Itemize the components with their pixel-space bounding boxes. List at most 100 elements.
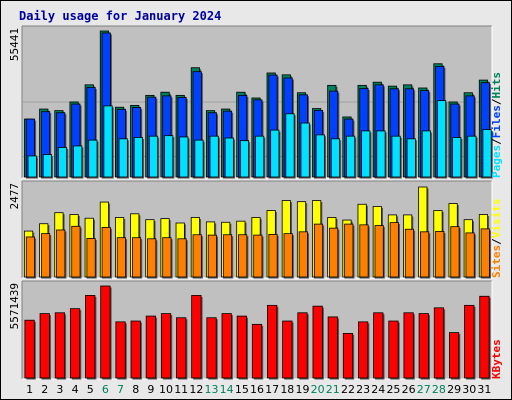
- bar-pages-day-9: [148, 135, 159, 178]
- bar-kbytes-day-16: [251, 323, 263, 379]
- bar-kbytes-day-31: [479, 295, 490, 379]
- bar-pages-day-21: [330, 138, 341, 178]
- bar-kbytes-day-5: [85, 295, 96, 379]
- bar-kbytes-day-17: [267, 304, 278, 379]
- x-tick-label-day-12: 12: [189, 383, 203, 396]
- bar-sites-day-22: [344, 223, 354, 278]
- bar-pages-day-19: [300, 122, 310, 178]
- bar-pages-day-17: [270, 129, 280, 178]
- bar-kbytes-day-28: [433, 307, 445, 379]
- x-tick-label-day-27: 27: [417, 383, 431, 396]
- y-max-label-hits-files-pages: 55441: [8, 28, 21, 61]
- bar-sites-day-20: [313, 223, 324, 278]
- bar-sites-day-4: [71, 225, 81, 278]
- bar-kbytes-day-3: [54, 312, 66, 379]
- bar-sites-day-24: [374, 225, 384, 278]
- x-tick-label-day-19: 19: [295, 383, 309, 396]
- x-tick-label-day-2: 2: [41, 383, 48, 396]
- bar-pages-day-25: [391, 135, 401, 178]
- bar-sites-day-21: [329, 227, 339, 278]
- bar-kbytes-day-14: [221, 313, 232, 379]
- bar-sites-day-9: [147, 238, 157, 278]
- legend-item-pages: Pages: [490, 145, 503, 178]
- bar-sites-day-29: [450, 226, 460, 278]
- bar-kbytes-day-4: [69, 308, 81, 379]
- bar-kbytes-day-24: [373, 312, 384, 379]
- bar-sites-day-19: [298, 231, 308, 278]
- legend-item-sites: Sites: [490, 245, 503, 278]
- bar-kbytes-day-7: [115, 321, 126, 379]
- bar-sites-day-13: [207, 234, 217, 278]
- x-tick-label-day-13: 13: [205, 383, 219, 396]
- bar-pages-day-2: [42, 154, 52, 178]
- bar-sites-day-15: [238, 234, 248, 278]
- bar-pages-day-28: [437, 100, 447, 178]
- bar-kbytes-day-30: [464, 304, 475, 379]
- bar-pages-day-5: [88, 139, 98, 178]
- x-tick-label-day-1: 1: [26, 383, 33, 396]
- bar-sites-day-23: [359, 224, 369, 278]
- bar-sites-day-3: [56, 229, 66, 278]
- x-tick-label-day-8: 8: [132, 383, 139, 396]
- bar-kbytes-day-13: [206, 317, 217, 379]
- bar-sites-day-27: [420, 231, 430, 278]
- bar-pages-day-24: [376, 130, 386, 178]
- x-tick-label-day-30: 30: [462, 383, 476, 396]
- bar-pages-day-27: [421, 130, 431, 178]
- x-tick-label-day-24: 24: [371, 383, 385, 396]
- bar-kbytes-day-23: [358, 321, 369, 379]
- legend-item-files: Files: [490, 105, 503, 138]
- x-tick-label-day-28: 28: [432, 383, 446, 396]
- bar-pages-day-8: [133, 137, 143, 178]
- bar-kbytes-day-21: [327, 316, 338, 379]
- x-tick-label-day-5: 5: [87, 383, 94, 396]
- legend-item-hits: Hits: [490, 72, 503, 99]
- legend-item-kbytes: KBytes: [490, 339, 503, 379]
- x-tick-label-day-10: 10: [159, 383, 173, 396]
- x-tick-label-day-29: 29: [447, 383, 461, 396]
- legend-item-slash-1: /: [490, 238, 503, 245]
- bar-pages-day-12: [194, 139, 204, 178]
- x-tick-label-day-6: 6: [102, 383, 109, 396]
- x-tick-label-day-11: 11: [174, 383, 188, 396]
- x-tick-label-day-22: 22: [341, 383, 355, 396]
- bar-kbytes-day-11: [176, 317, 187, 379]
- chart-title: Daily usage for January 2024: [19, 9, 221, 23]
- bar-kbytes-day-10: [160, 313, 172, 379]
- bar-sites-day-25: [389, 222, 399, 278]
- bar-sites-day-28: [435, 231, 445, 278]
- x-tick-label-day-14: 14: [220, 383, 234, 396]
- x-tick-label-day-23: 23: [356, 383, 370, 396]
- legend-hits-files-pages: Pages/Files/Hits: [490, 72, 503, 178]
- x-tick-label-day-7: 7: [117, 383, 124, 396]
- bar-kbytes-day-9: [145, 315, 156, 379]
- legend-item-slash-3: /: [490, 98, 503, 105]
- bar-sites-day-26: [404, 228, 415, 278]
- legend-item-visits: Visits: [490, 199, 503, 239]
- bar-pages-day-31: [482, 129, 492, 178]
- bar-pages-day-7: [118, 138, 128, 178]
- bar-pages-day-22: [346, 135, 356, 178]
- bar-kbytes-day-6: [100, 285, 111, 379]
- legend-item-slash-1: /: [490, 138, 503, 145]
- bar-pages-day-3: [57, 147, 68, 178]
- bar-pages-day-18: [285, 113, 295, 178]
- bar-kbytes-day-1: [24, 319, 35, 379]
- bar-kbytes-day-15: [236, 315, 247, 379]
- bar-sites-day-5: [86, 238, 96, 278]
- bar-kbytes-day-26: [403, 312, 414, 379]
- bar-pages-day-10: [164, 135, 174, 178]
- bar-kbytes-day-8: [130, 320, 141, 379]
- bar-sites-day-12: [192, 234, 202, 278]
- bar-sites-day-17: [268, 233, 278, 278]
- bar-pages-day-15: [239, 140, 250, 178]
- y-max-label-kbytes: 5571439: [8, 283, 21, 329]
- bar-sites-day-1: [25, 236, 35, 278]
- x-tick-label-day-25: 25: [386, 383, 400, 396]
- x-tick-label-day-20: 20: [311, 383, 325, 396]
- bar-pages-day-4: [73, 145, 83, 178]
- bar-sites-day-10: [162, 237, 172, 278]
- bar-pages-day-26: [406, 138, 416, 178]
